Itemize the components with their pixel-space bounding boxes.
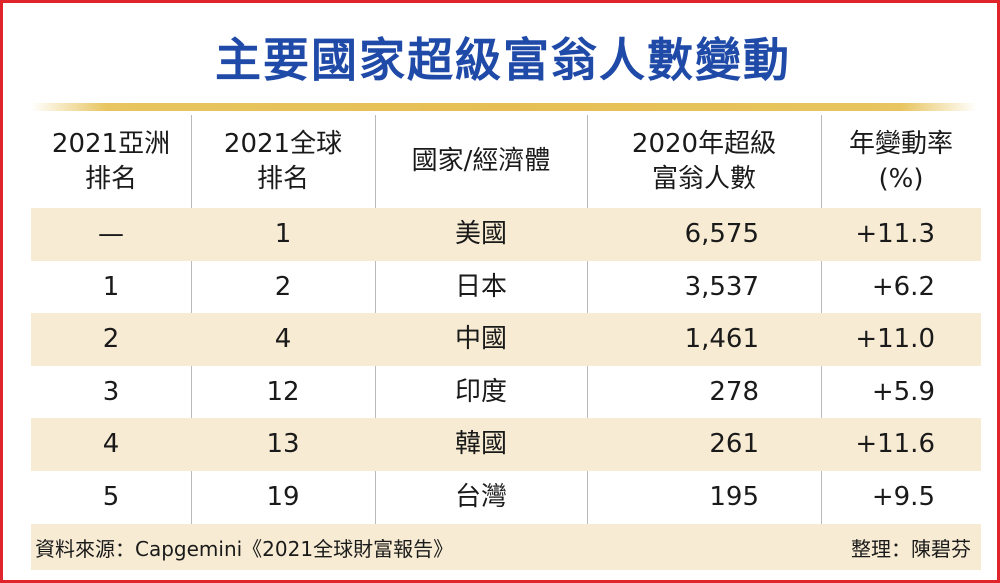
- count-cell: 278: [709, 376, 759, 407]
- header-global-rank: 2021全球 排名: [223, 128, 343, 194]
- count-cell: 3,537: [684, 271, 759, 302]
- count-cell: 195: [709, 481, 759, 512]
- global-rank-cell: 2: [274, 271, 292, 302]
- change-cell: +11.0: [855, 324, 935, 355]
- change-cell: +11.3: [855, 219, 935, 250]
- asia-rank-cell: —: [98, 219, 124, 250]
- asia-rank-cell: 5: [102, 481, 120, 512]
- table-row: — 1 美國 6,575 +11.3: [31, 208, 981, 261]
- table-header-row: 2021亞洲 排名 2021全球 排名 國家/經濟體 2020年超級 富翁人數 年變動…: [31, 115, 981, 208]
- header-asia-rank: 2021亞洲 排名: [51, 128, 171, 194]
- country-cell: 台灣: [454, 481, 507, 512]
- count-cell: 6,575: [684, 219, 759, 250]
- source-text: 資料來源：Capgemini《2021全球財富報告》: [35, 536, 454, 561]
- source-footer: 資料來源：Capgemini《2021全球財富報告》 整理：陳碧芬: [31, 524, 981, 570]
- table-row: 4 13 韓國 261 +11.6: [31, 418, 981, 471]
- asia-rank-cell: 1: [102, 271, 120, 302]
- table-row: 3 12 印度 278 +5.9: [31, 366, 981, 419]
- header-annual-change: 年變動率 (%): [848, 128, 953, 194]
- global-rank-cell: 12: [266, 376, 300, 407]
- table-row: 1 2 日本 3,537 +6.2: [31, 261, 981, 314]
- asia-rank-cell: 4: [102, 429, 120, 460]
- asia-rank-cell: 3: [102, 376, 120, 407]
- asia-rank-cell: 2: [102, 324, 120, 355]
- table-row: 5 19 台灣 195 +9.5: [31, 471, 981, 524]
- header-country: 國家/經濟體: [411, 146, 551, 176]
- count-cell: 1,461: [684, 324, 759, 355]
- compiled-by-text: 整理：陳碧芬: [851, 536, 971, 561]
- table-row: 2 4 中國 1,461 +11.0: [31, 313, 981, 366]
- header-billionaire-count: 2020年超級 富翁人數: [631, 128, 777, 194]
- title-underline: [31, 103, 977, 111]
- change-cell: +9.5: [871, 481, 935, 512]
- data-table: 2021亞洲 排名 2021全球 排名 國家/經濟體 2020年超級 富翁人數 年變動…: [31, 115, 981, 524]
- change-cell: +5.9: [871, 376, 935, 407]
- country-cell: 韓國: [454, 429, 507, 460]
- change-cell: +6.2: [871, 271, 935, 302]
- country-cell: 中國: [454, 324, 507, 355]
- global-rank-cell: 1: [274, 219, 292, 250]
- global-rank-cell: 13: [266, 429, 300, 460]
- global-rank-cell: 4: [274, 324, 292, 355]
- change-cell: +11.6: [855, 429, 935, 460]
- country-cell: 美國: [454, 219, 507, 250]
- page-title: 主要國家超級富翁人數變動: [215, 33, 791, 87]
- count-cell: 261: [709, 429, 759, 460]
- global-rank-cell: 19: [266, 481, 300, 512]
- country-cell: 印度: [454, 376, 507, 407]
- country-cell: 日本: [454, 271, 507, 302]
